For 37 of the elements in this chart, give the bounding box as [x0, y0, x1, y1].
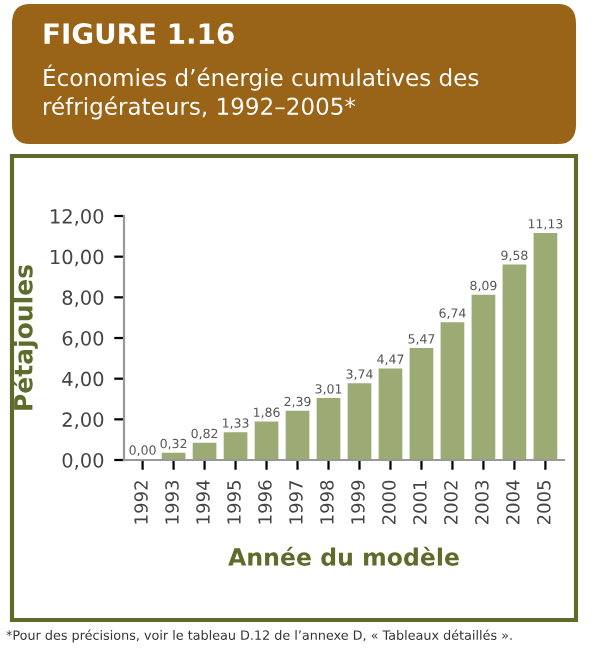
y-tick-label: 4,00 — [62, 371, 104, 389]
x-tick-label: 1997 — [289, 480, 303, 524]
chart-title: FIGURE 1.16 — [44, 23, 234, 45]
x-tick-label: 1993 — [165, 480, 179, 524]
bar — [471, 294, 496, 460]
x-axis-title: Année du modèle — [228, 546, 459, 566]
bar — [316, 398, 341, 460]
y-tick-label: 6,00 — [62, 330, 104, 348]
y-tick-label: 12,00 — [51, 208, 104, 226]
bar — [192, 442, 217, 460]
x-tick-label: 1992 — [134, 481, 148, 524]
bar — [254, 421, 279, 460]
bar — [409, 348, 434, 460]
y-tick-label: 8,00 — [62, 290, 104, 307]
y-tick-label: 2,00 — [62, 412, 104, 429]
chart-subtitle: Économies d’énergie cumulatives des réfrigérateurs, 1992–2005* — [44, 64, 479, 120]
x-tick-label: 2001 — [413, 481, 427, 525]
x-tick-label: 2002 — [444, 481, 458, 525]
bar — [533, 232, 558, 460]
bar — [502, 264, 527, 460]
y-tick-label: 10,00 — [51, 249, 104, 267]
bar — [440, 322, 465, 460]
x-tick-label: 2003 — [475, 480, 489, 525]
x-tick-label: 1995 — [227, 481, 241, 524]
x-tick-label: 1994 — [196, 480, 210, 524]
x-tick-label: 2005 — [536, 481, 551, 525]
bar — [285, 410, 310, 460]
y-axis-title: Pétajoules — [12, 265, 38, 410]
bar — [347, 383, 372, 460]
x-tick-label: 2004 — [506, 480, 520, 525]
x-tick-label: 2000 — [382, 480, 396, 525]
x-tick-label: 1999 — [351, 480, 365, 524]
x-tick-label: 1996 — [258, 480, 272, 524]
bar — [223, 432, 248, 460]
x-tick-label: 1998 — [320, 480, 334, 524]
y-tick-label: 0,00 — [62, 452, 104, 470]
bar — [378, 368, 403, 460]
